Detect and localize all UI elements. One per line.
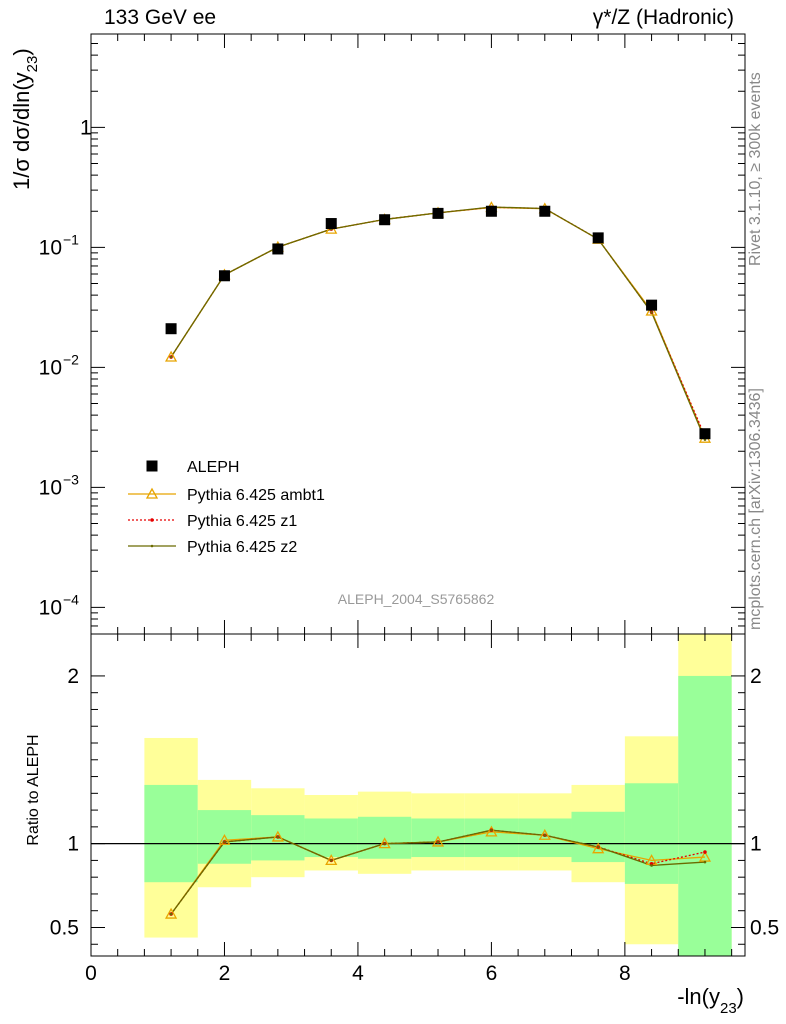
y-tick-label-main: 10 — [39, 476, 62, 499]
ratio-ambt1-marker — [271, 830, 284, 842]
band-inner — [144, 784, 198, 883]
ratio-z2-marker — [596, 845, 600, 849]
legend-z1-marker — [150, 518, 154, 522]
band-inner — [518, 818, 572, 858]
ratio-z2-marker — [490, 828, 493, 832]
y-axis-title-ratio: Ratio to ALEPH — [25, 734, 42, 845]
y-tick-label-ratio-right: 2 — [750, 665, 762, 688]
ratio-ambt1-marker — [485, 825, 498, 837]
ratio-bands — [144, 634, 732, 956]
ratio-z2-marker — [383, 842, 386, 845]
ratio-series — [164, 825, 712, 919]
legend-label: Pythia 6.425 z2 — [187, 539, 297, 556]
ratio-z2-marker — [650, 864, 653, 867]
band-inner — [678, 675, 732, 956]
legend: ALEPH Pythia 6.425 ambt1 Pythia 6.425 z1 Py… — [128, 459, 325, 556]
y-tick-label-exponent: −3 — [63, 471, 79, 487]
header-right: γ*/Z (Hadronic) — [592, 6, 734, 29]
y-axis-title-main: 1/σ dσ/dln(y23) — [9, 48, 41, 190]
x-tick-label: 4 — [352, 962, 364, 985]
band-inner — [197, 810, 252, 864]
aleph-data-point — [165, 323, 177, 335]
plot-frames — [90, 33, 746, 957]
ratio-ambt1-marker — [431, 835, 445, 847]
aleph-data-point — [432, 207, 444, 219]
x-tick-label: 8 — [619, 962, 631, 985]
y-tick-label-main: 10 — [39, 356, 62, 379]
y-tick-label-ratio-left: 0.5 — [50, 916, 79, 939]
ratio-frame — [90, 633, 746, 957]
series-z1-line — [170, 206, 706, 437]
legend-label: Pythia 6.425 ambt1 — [187, 487, 325, 504]
series-ambt1-line — [170, 206, 706, 439]
aleph-data-point — [272, 243, 284, 255]
series-z2-line — [170, 206, 706, 440]
y-tick-label-ratio-left: 2 — [67, 665, 79, 688]
x-tick-label: 2 — [219, 962, 231, 985]
y-tick-label-main: 10 — [39, 236, 62, 259]
ambt1-marker — [164, 350, 178, 362]
main-series — [164, 201, 712, 443]
axis-ticks — [90, 33, 745, 956]
band-inner — [304, 818, 358, 858]
ratio-z2-marker — [223, 840, 226, 844]
y-tick-label-main: 1 — [80, 116, 92, 139]
band-inner — [464, 818, 519, 858]
y-tick-label-exponent: −2 — [63, 351, 79, 367]
legend-ambt1-marker — [145, 487, 159, 499]
band-inner — [624, 783, 679, 884]
aleph-data-point — [646, 299, 658, 311]
y-tick-label-exponent: −1 — [63, 231, 79, 247]
legend-z2-marker — [150, 544, 154, 548]
z2-marker — [169, 355, 173, 359]
aleph-data-point — [539, 205, 551, 217]
y-tick-label-ratio-right: 1 — [750, 833, 762, 856]
ratio-ambt1-marker — [538, 828, 551, 840]
z2-marker — [650, 311, 653, 314]
header-left: 133 GeV ee — [104, 6, 217, 29]
x-tick-label: 0 — [85, 962, 97, 985]
ratio-ambt1-marker — [592, 842, 605, 854]
legend-label: Pythia 6.425 z1 — [187, 513, 297, 530]
ratio-z2-marker — [276, 835, 280, 839]
ratio-z2-marker — [703, 860, 707, 864]
x-axis-title: -ln(y23) — [677, 984, 744, 1017]
aleph-data-point — [592, 232, 604, 244]
aleph-data-point — [218, 270, 230, 282]
y-tick-label-exponent: −4 — [63, 591, 79, 607]
ratio-ambt1-marker — [325, 854, 338, 866]
aleph-data-point — [699, 428, 711, 440]
y-tick-label-ratio-right: 0.5 — [750, 916, 779, 939]
y-tick-label-ratio-left: 1 — [67, 833, 79, 856]
ratio-z2-marker — [436, 840, 440, 844]
x-tick-label: 6 — [486, 962, 498, 985]
chart-text: 110−110−210−310 −40.5 0.51 12 20 2 4 6 8-ln(y23)… — [9, 48, 779, 1017]
aleph-data-point — [325, 218, 337, 230]
ratio-z2-marker — [543, 833, 547, 837]
band-inner — [571, 811, 625, 863]
legend-aleph-marker — [146, 460, 158, 472]
ratio-ambt1-marker — [378, 837, 391, 849]
legend-label: ALEPH — [187, 459, 239, 476]
ratio-z1-marker — [703, 850, 707, 854]
ratio-z2-marker — [329, 859, 333, 862]
aleph-data-point — [485, 205, 497, 217]
y-tick-label-main: 10 — [39, 596, 62, 619]
aleph-data-point — [379, 214, 391, 226]
analysis-watermark: ALEPH_2004_S5765862 — [338, 591, 495, 607]
ratio-ambt1-marker — [164, 907, 178, 919]
ratio-ambt1-marker — [218, 833, 231, 845]
ratio-z2-marker — [169, 912, 173, 916]
